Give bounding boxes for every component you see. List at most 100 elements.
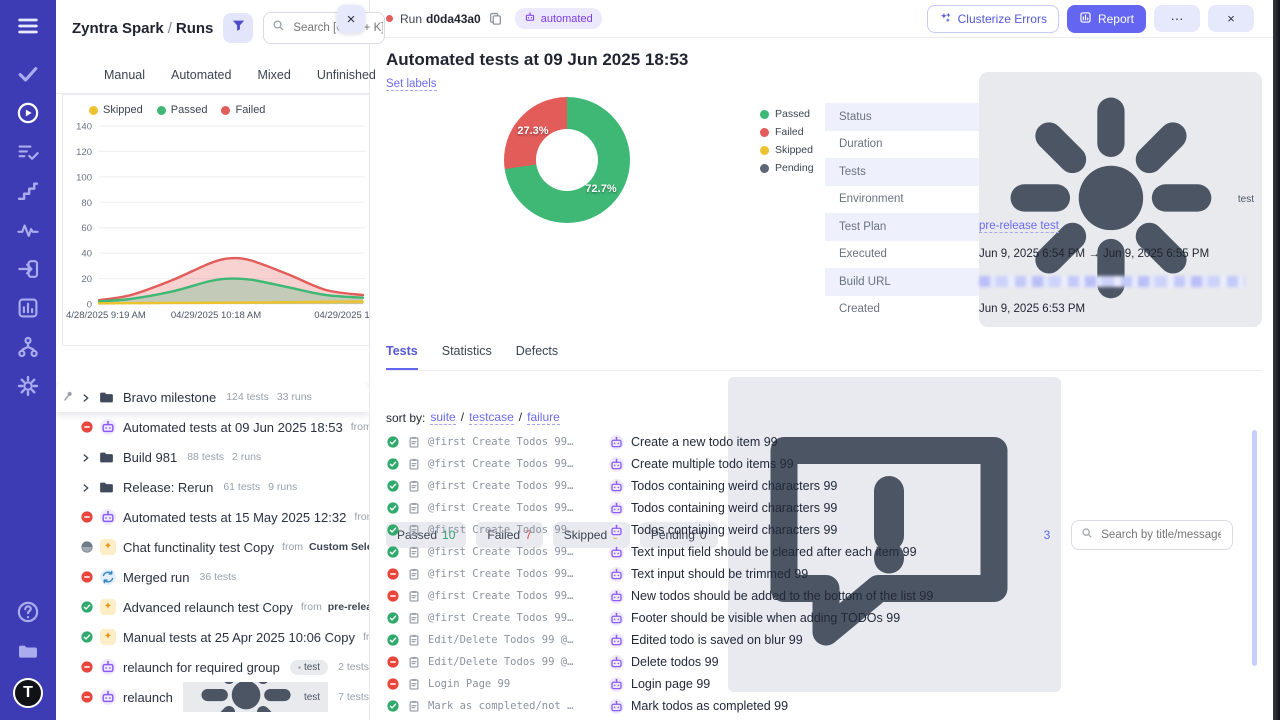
- automated-badge[interactable]: automated: [514, 8, 602, 29]
- runs-tab-automated[interactable]: Automated: [171, 67, 232, 82]
- tab-tests[interactable]: Tests: [386, 344, 418, 370]
- test-row[interactable]: @first Create Todos 99… New todos should …: [386, 585, 1250, 607]
- search-icon: [1081, 526, 1093, 544]
- tab-statistics[interactable]: Statistics: [441, 344, 492, 358]
- sort-link-testcase[interactable]: testcase: [469, 410, 514, 425]
- sidebar-item-play-circle-icon[interactable]: [16, 101, 40, 125]
- scrollbar-thumb[interactable]: [1252, 430, 1257, 666]
- tests-search-input[interactable]: [1099, 527, 1224, 542]
- test-plan-link[interactable]: pre-release test: [979, 220, 1059, 234]
- filter-chip-failed[interactable]: Failed 7: [476, 521, 543, 548]
- passed-circle-icon: [386, 523, 400, 537]
- filter-chip-pending[interactable]: Pending 0: [639, 521, 718, 548]
- runs-tab-unfinished[interactable]: Unfinished: [316, 67, 376, 82]
- close-run-button[interactable]: ×: [1208, 5, 1254, 32]
- run-list-item[interactable]: Automated tests at 15 May 2025 12:32 from…: [56, 502, 369, 532]
- sidebar-item-help-icon[interactable]: [16, 600, 40, 624]
- sort-link-suite[interactable]: suite: [430, 410, 456, 425]
- sidebar-item-folders-icon[interactable]: [16, 639, 40, 663]
- sidebar-item-import-icon[interactable]: [16, 257, 40, 281]
- clipboard-icon: [407, 523, 421, 537]
- sidebar-item-activity-icon[interactable]: [16, 218, 40, 242]
- run-name: relaunch for required group: [123, 659, 280, 675]
- trend-legend-item: Passed: [156, 104, 208, 116]
- sidebar-item-list-check-icon[interactable]: [16, 140, 40, 164]
- test-row[interactable]: Login Page 99 Login page 99: [386, 673, 1250, 695]
- run-list-item[interactable]: ✦ Manual tests at 25 Apr 2025 10:06 Copy f…: [56, 622, 369, 652]
- gear-mini-icon: [987, 74, 1235, 325]
- test-row[interactable]: @first Create Todos 99… Text input field …: [386, 541, 1250, 563]
- svg-text:20: 20: [81, 274, 92, 285]
- test-title: Edited todo is saved on blur 99: [631, 633, 803, 647]
- test-row[interactable]: @first Create Todos 99… Create multiple t…: [386, 453, 1250, 475]
- sidebar-item-check-icon[interactable]: [16, 62, 40, 86]
- test-title: Create a new todo item 99: [631, 435, 778, 449]
- runs-tab-manual[interactable]: Manual: [104, 67, 145, 82]
- test-row[interactable]: @first Create Todos 99… Create a new todo…: [386, 431, 1250, 453]
- legend-label: Passed: [170, 104, 208, 116]
- run-list-item[interactable]: Automated tests at 09 Jun 2025 18:53 from…: [56, 412, 369, 442]
- runs-tab-mixed[interactable]: Mixed: [257, 67, 291, 82]
- report-button[interactable]: Report: [1066, 4, 1146, 33]
- sidebar-item-steps-icon[interactable]: [16, 179, 40, 203]
- test-row[interactable]: Mark as completed/not … Mark todos as com…: [386, 695, 1250, 717]
- tab-defects[interactable]: Defects: [515, 344, 559, 358]
- section-name: Runs: [175, 19, 214, 37]
- test-row[interactable]: @first Create Todos 99… Todos containing …: [386, 519, 1250, 541]
- close-icon: ×: [346, 10, 356, 28]
- panel-close-button[interactable]: ×: [337, 5, 365, 33]
- run-list-item[interactable]: ✦ Chat functinality test Copy from Custom …: [56, 532, 369, 562]
- environment-label: test: [303, 661, 321, 673]
- sparkle-icon: ✦: [100, 599, 116, 615]
- test-row[interactable]: @first Create Todos 99… Footer should be …: [386, 607, 1250, 629]
- run-meta: 9 runs: [268, 481, 298, 493]
- sidebar-item-branch-icon[interactable]: [16, 335, 40, 359]
- tests-search[interactable]: [1071, 519, 1234, 550]
- filter-chip-comments[interactable]: 3: [727, 377, 1062, 692]
- filter-chip-passed[interactable]: Passed 10: [386, 521, 467, 548]
- run-folder-item[interactable]: Build 981 88 tests 2 runs: [56, 442, 369, 472]
- copy-icon[interactable]: [488, 11, 503, 26]
- sidebar-item-gear-icon[interactable]: [16, 374, 40, 398]
- run-list-item[interactable]: Merged run 36 tests: [56, 562, 369, 592]
- trend-x-label: 04/29/2025 10: [314, 310, 369, 321]
- legend-dot-icon: [89, 105, 98, 115]
- run-list-item[interactable]: relaunch for required group test 2 tests: [56, 652, 369, 682]
- sidebar-item-menu-icon[interactable]: [16, 14, 40, 38]
- sidebar: T: [0, 0, 56, 720]
- sort-link-failure[interactable]: failure: [527, 410, 560, 425]
- test-row[interactable]: Edit/Delete Todos 99 @… Edited todo is sa…: [386, 629, 1250, 651]
- redacted-build-url: [979, 276, 1246, 288]
- robot-icon: [609, 522, 624, 538]
- legend-label: Failed: [775, 126, 804, 138]
- run-list-item[interactable]: ✦ Advanced relaunch test Copy from pre-rel…: [56, 592, 369, 622]
- more-button[interactable]: ···: [1154, 5, 1200, 32]
- filter-button[interactable]: [223, 13, 254, 43]
- test-row[interactable]: @first Create Todos 99… Todos containing …: [386, 497, 1250, 519]
- runs-search[interactable]: [263, 12, 386, 44]
- detail-value: test: [979, 71, 1262, 327]
- close-icon: ×: [1227, 11, 1235, 26]
- clipboard-icon: [407, 633, 421, 647]
- app-logo[interactable]: T: [13, 678, 43, 708]
- tests-list: @first Create Todos 99… Create a new todo…: [386, 431, 1250, 720]
- clipboard-icon: [407, 699, 421, 713]
- test-suite: @first Create Todos 99…: [428, 590, 574, 602]
- test-row[interactable]: @first Create Todos 99… Todos containing …: [386, 475, 1250, 497]
- sidebar-item-bar-chart-icon[interactable]: [16, 296, 40, 320]
- run-list-item[interactable]: relaunch test 7 tests: [56, 682, 369, 712]
- test-row[interactable]: Edit/Delete Todos 99 @… Delete todos 99: [386, 651, 1250, 673]
- set-labels-link[interactable]: Set labels: [386, 78, 437, 91]
- robot-icon: [609, 610, 624, 626]
- sync-icon: [100, 569, 116, 585]
- test-suite: Mark as completed/not …: [428, 700, 574, 712]
- run-folder-item[interactable]: Bravo milestone 124 tests 33 runs: [56, 382, 369, 412]
- clusterize-errors-button[interactable]: Clusterize Errors: [926, 4, 1059, 33]
- robot-icon: [609, 676, 624, 692]
- detail-row-created: Created Jun 9, 2025 6:53 PM: [825, 296, 1262, 324]
- test-row[interactable]: @first Create Todos 99… Text input should…: [386, 563, 1250, 585]
- svg-text:40: 40: [81, 249, 92, 260]
- legend-dot-icon: [760, 163, 769, 173]
- filter-label: Skipped: [563, 527, 608, 542]
- run-folder-item[interactable]: Release: Rerun 61 tests 9 runs: [56, 472, 369, 502]
